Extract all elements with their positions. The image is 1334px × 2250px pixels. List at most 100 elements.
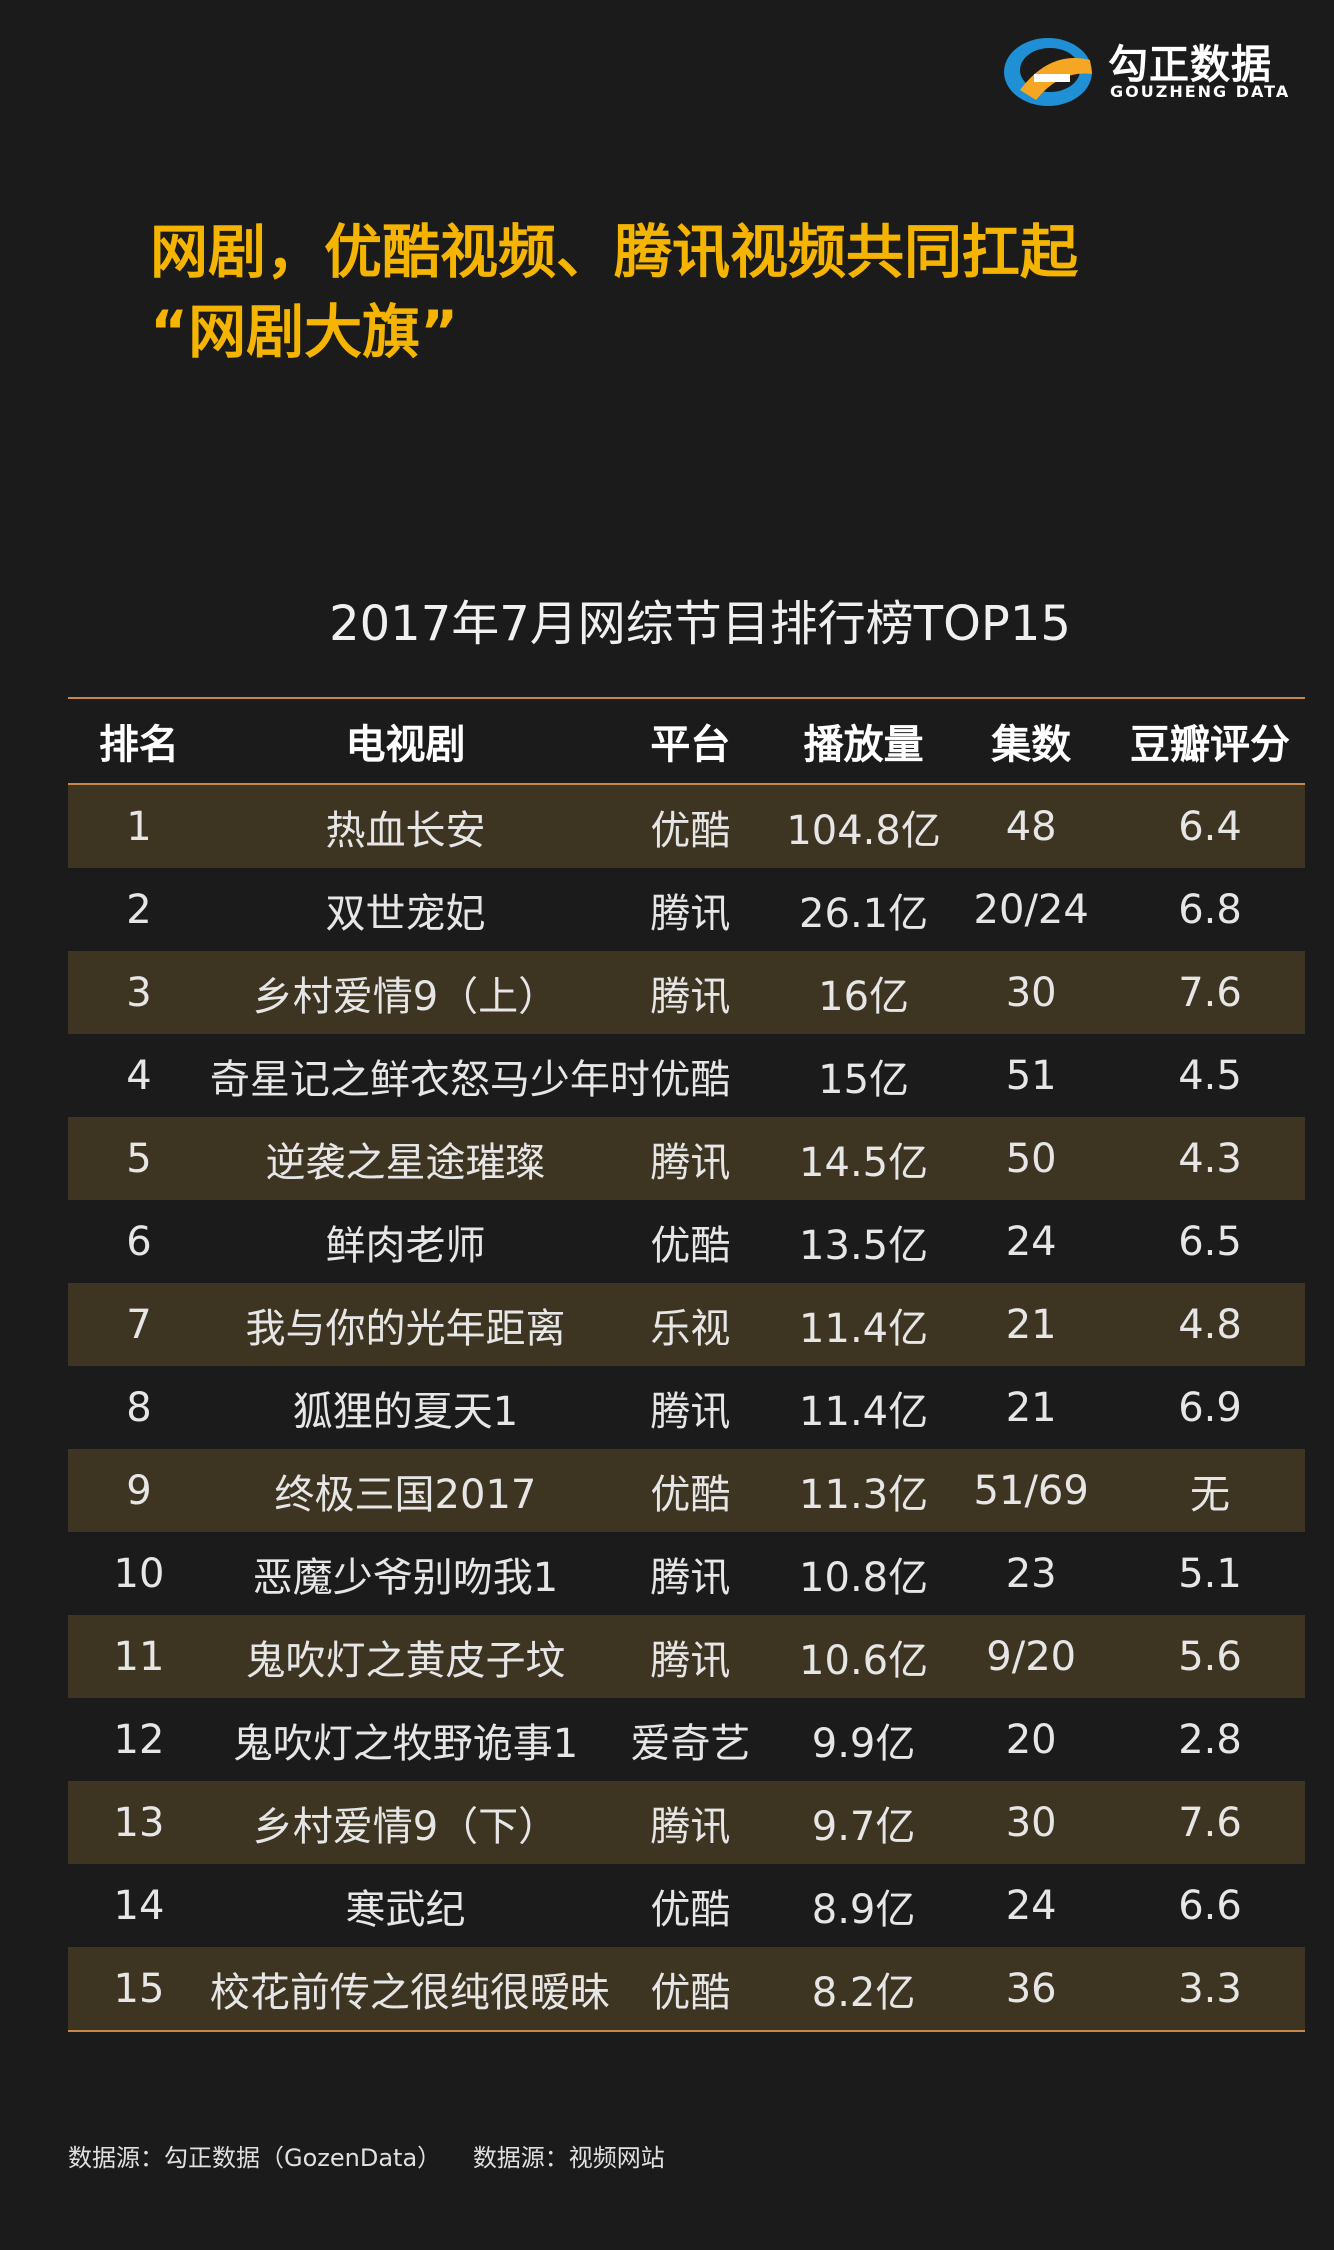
- drama-cell: 校花前传之很纯很暧昧: [209, 1947, 610, 2032]
- footer-sources: 数据源：勾正数据（GozenData） 数据源：视频网站: [68, 2138, 665, 2173]
- views-cell: 15亿: [818, 1056, 910, 1103]
- score-cell: 4.5: [1178, 1052, 1242, 1099]
- episodes-cell: 20: [1005, 1716, 1057, 1763]
- views-cell: 26.1亿: [799, 890, 929, 937]
- platform-cell: 腾讯: [601, 1781, 780, 1864]
- score-cell: 6.8: [1178, 886, 1242, 933]
- drama-cell: 奇星记之鲜衣怒马少年时: [209, 1056, 650, 1103]
- views-cell: 104.8亿: [779, 784, 948, 868]
- brand-logo: 勾正数据 GOUZHENG DATA: [1000, 30, 1310, 110]
- drama-cell: 热血长安: [209, 784, 601, 868]
- rank-cell: 8: [126, 1384, 152, 1431]
- page-headline: 网剧，优酷视频、腾讯视频共同扛起 “网剧大旗”: [150, 212, 1250, 372]
- table-header-row: 排名 电视剧 平台 播放量 集数 豆瓣评分: [68, 697, 1305, 785]
- episodes-cell: 24: [1005, 1218, 1057, 1265]
- score-cell: 6.4: [1115, 784, 1305, 868]
- drama-cell: 逆袭之星途璀璨: [209, 1117, 601, 1200]
- header-platform: 平台: [601, 697, 780, 785]
- drama-cell: 乡村爱情9（上）: [209, 951, 601, 1034]
- platform-cell: 优酷: [601, 1449, 780, 1532]
- views-cell: 9.7亿: [779, 1781, 948, 1864]
- episodes-cell: 36: [947, 1947, 1115, 2032]
- rank-cell: 3: [68, 951, 210, 1034]
- rank-cell: 2: [126, 886, 152, 933]
- score-cell: 4.8: [1115, 1283, 1305, 1366]
- views-cell: 13.5亿: [799, 1222, 929, 1269]
- brand-name-en: GOUZHENG DATA: [1110, 82, 1291, 101]
- score-cell: 5.6: [1115, 1615, 1305, 1698]
- platform-cell: 优酷: [650, 1056, 731, 1103]
- rank-cell: 4: [126, 1052, 152, 1099]
- score-cell: 2.8: [1178, 1716, 1242, 1763]
- rank-cell: 11: [68, 1615, 210, 1698]
- headline-line-2: “网剧大旗”: [150, 298, 459, 366]
- drama-cell: 终极三国2017: [209, 1449, 601, 1532]
- rank-cell: 14: [113, 1882, 165, 1929]
- platform-cell: 腾讯: [601, 951, 780, 1034]
- header-views: 播放量: [779, 697, 948, 785]
- rank-cell: 5: [68, 1117, 210, 1200]
- episodes-cell: 20/24: [973, 886, 1089, 933]
- rank-cell: 13: [68, 1781, 210, 1864]
- drama-cell: 狐狸的夏天1: [292, 1388, 519, 1435]
- platform-cell: 优酷: [601, 1947, 780, 2032]
- platform-cell: 腾讯: [650, 890, 731, 937]
- score-cell: 6.5: [1178, 1218, 1242, 1265]
- rank-cell: 6: [126, 1218, 152, 1265]
- table-row: 12 鬼吹灯之牧野诡事1 爱奇艺 9.9亿 20 2.8: [68, 1698, 1305, 1781]
- score-cell: 7.6: [1115, 951, 1305, 1034]
- table-row: 2 双世宠妃 腾讯 26.1亿 20/24 6.8: [68, 868, 1305, 951]
- table-title: 2017年7月网综节目排行榜TOP15: [329, 596, 1071, 652]
- brand-name-cn: 勾正数据: [1108, 42, 1272, 88]
- drama-cell: 鬼吹灯之黄皮子坟: [209, 1615, 601, 1698]
- table-row: 10 恶魔少爷别吻我1 腾讯 10.8亿 23 5.1: [68, 1532, 1305, 1615]
- headline-line-1: 网剧，优酷视频、腾讯视频共同扛起: [150, 218, 1079, 286]
- platform-cell: 腾讯: [601, 1615, 780, 1698]
- table-row: 7 我与你的光年距离 乐视 11.4亿 21 4.8: [68, 1283, 1305, 1366]
- platform-cell: 腾讯: [650, 1388, 731, 1435]
- views-cell: 11.4亿: [799, 1388, 929, 1435]
- rank-cell: 7: [68, 1283, 210, 1366]
- table-row: 14 寒武纪 优酷 8.9亿 24 6.6: [68, 1864, 1305, 1947]
- views-cell: 8.9亿: [811, 1886, 916, 1933]
- rank-cell: 1: [68, 784, 210, 868]
- views-cell: 16亿: [779, 951, 948, 1034]
- table-body: 1 热血长安 优酷 104.8亿 48 6.4 2 双世宠妃 腾讯 26.1亿 20/24 6.8 3 乡…: [68, 784, 1305, 2032]
- platform-cell: 优酷: [650, 1222, 731, 1269]
- gouzheng-logo-icon: [1004, 38, 1092, 106]
- rank-cell: 9: [68, 1449, 210, 1532]
- episodes-cell: 23: [1005, 1550, 1057, 1597]
- platform-cell: 优酷: [650, 1886, 731, 1933]
- rank-cell: 15: [68, 1947, 210, 2032]
- views-cell: 11.3亿: [779, 1449, 948, 1532]
- table-row: 1 热血长安 优酷 104.8亿 48 6.4: [68, 784, 1305, 868]
- views-cell: 14.5亿: [779, 1117, 948, 1200]
- views-cell: 10.8亿: [799, 1554, 929, 1601]
- header-drama: 电视剧: [209, 697, 601, 785]
- episodes-cell: 30: [947, 951, 1115, 1034]
- episodes-cell: 21: [947, 1283, 1115, 1366]
- header-douban-score: 豆瓣评分: [1115, 697, 1305, 785]
- drama-cell: 恶魔少爷别吻我1: [252, 1554, 559, 1601]
- drama-cell: 双世宠妃: [325, 890, 486, 937]
- episodes-cell: 50: [947, 1117, 1115, 1200]
- episodes-cell: 30: [947, 1781, 1115, 1864]
- episodes-cell: 21: [1005, 1384, 1057, 1431]
- episodes-cell: 51/69: [947, 1449, 1115, 1532]
- score-cell: 6.9: [1178, 1384, 1242, 1431]
- table-row: 8 狐狸的夏天1 腾讯 11.4亿 21 6.9: [68, 1366, 1305, 1449]
- table-row: 11 鬼吹灯之黄皮子坟 腾讯 10.6亿 9/20 5.6: [68, 1615, 1305, 1698]
- views-cell: 8.2亿: [779, 1947, 948, 2032]
- table-row: 4 奇星记之鲜衣怒马少年时 优酷 15亿 51 4.5: [68, 1034, 1305, 1117]
- score-cell: 无: [1115, 1449, 1305, 1532]
- rank-cell: 12: [113, 1716, 165, 1763]
- table-row: 3 乡村爱情9（上） 腾讯 16亿 30 7.6: [68, 951, 1305, 1034]
- header-episodes: 集数: [947, 697, 1115, 785]
- score-cell: 6.6: [1178, 1882, 1242, 1929]
- header-rank: 排名: [68, 697, 210, 785]
- table-row: 13 乡村爱情9（下） 腾讯 9.7亿 30 7.6: [68, 1781, 1305, 1864]
- score-cell: 5.1: [1178, 1550, 1242, 1597]
- rank-cell: 10: [113, 1550, 165, 1597]
- episodes-cell: 51: [1005, 1052, 1057, 1099]
- drama-cell: 鲜肉老师: [325, 1222, 486, 1269]
